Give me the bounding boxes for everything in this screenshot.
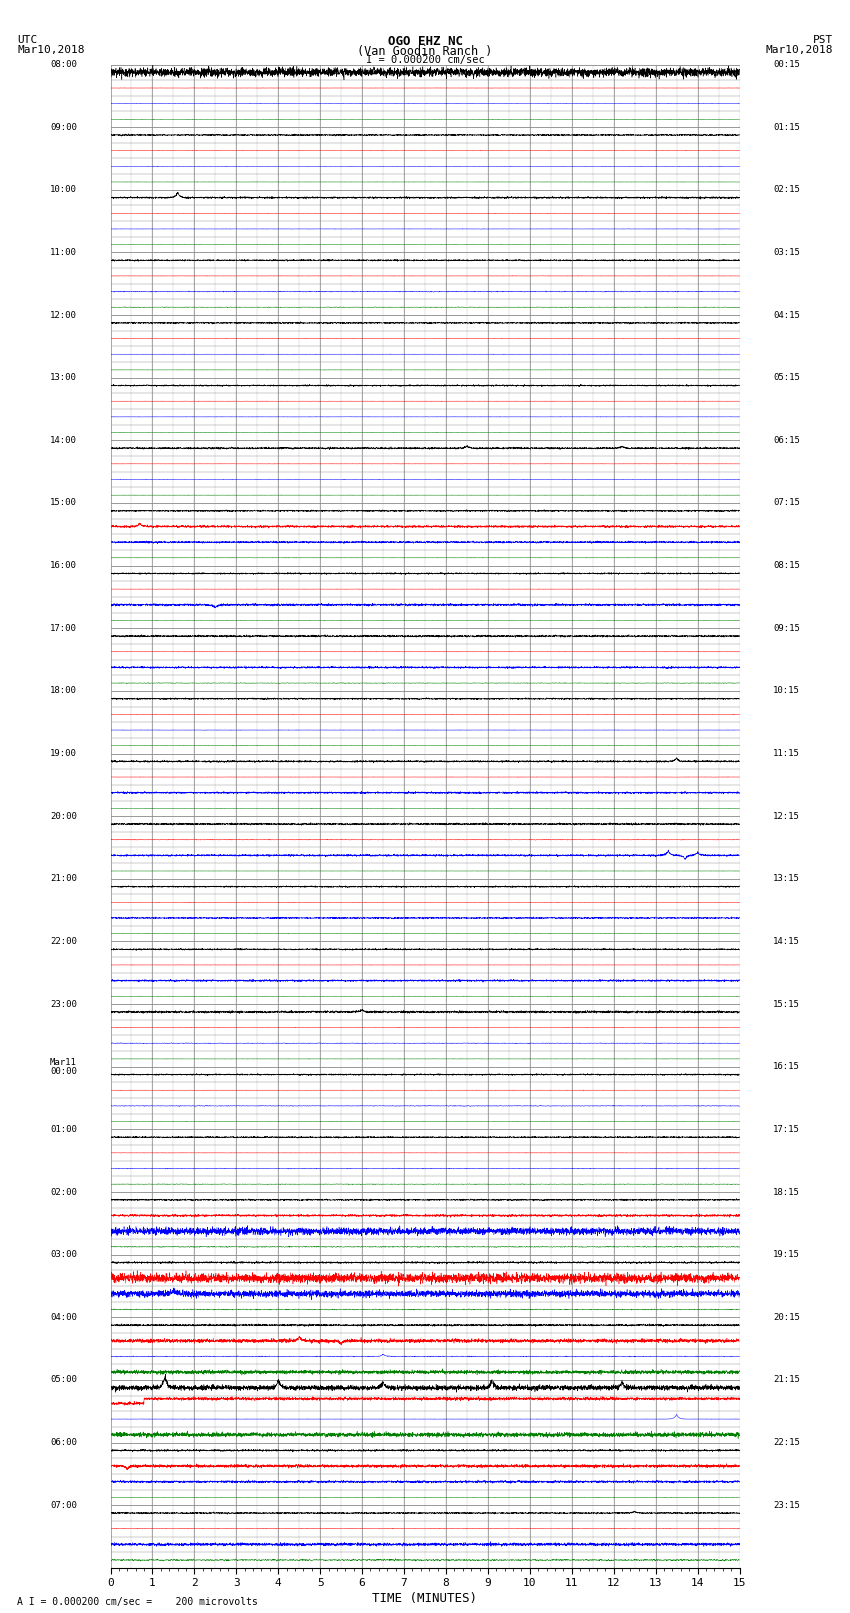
- Text: 17:15: 17:15: [773, 1124, 800, 1134]
- Text: 14:00: 14:00: [50, 436, 77, 445]
- Text: 04:15: 04:15: [773, 311, 800, 319]
- Text: 02:15: 02:15: [773, 185, 800, 194]
- Text: 03:00: 03:00: [50, 1250, 77, 1260]
- Text: (Van Goodin Ranch ): (Van Goodin Ranch ): [357, 45, 493, 58]
- Text: 11:15: 11:15: [773, 748, 800, 758]
- Text: 14:15: 14:15: [773, 937, 800, 945]
- Text: 18:00: 18:00: [50, 687, 77, 695]
- Text: 06:15: 06:15: [773, 436, 800, 445]
- Text: 05:00: 05:00: [50, 1376, 77, 1384]
- Text: UTC: UTC: [17, 35, 37, 45]
- Text: 04:00: 04:00: [50, 1313, 77, 1321]
- Text: 10:15: 10:15: [773, 687, 800, 695]
- Text: I = 0.000200 cm/sec: I = 0.000200 cm/sec: [366, 55, 484, 65]
- Text: 22:00: 22:00: [50, 937, 77, 945]
- Text: 23:15: 23:15: [773, 1500, 800, 1510]
- Text: 00:00: 00:00: [50, 1066, 77, 1076]
- Text: 13:00: 13:00: [50, 373, 77, 382]
- Text: 12:15: 12:15: [773, 811, 800, 821]
- Text: 19:15: 19:15: [773, 1250, 800, 1260]
- Text: 21:00: 21:00: [50, 874, 77, 884]
- Text: 16:15: 16:15: [773, 1063, 800, 1071]
- Text: 07:00: 07:00: [50, 1500, 77, 1510]
- Text: 13:15: 13:15: [773, 874, 800, 884]
- Text: 08:15: 08:15: [773, 561, 800, 569]
- Text: 15:00: 15:00: [50, 498, 77, 508]
- Text: Mar11: Mar11: [50, 1058, 77, 1066]
- Text: 18:15: 18:15: [773, 1187, 800, 1197]
- Text: 01:15: 01:15: [773, 123, 800, 132]
- Text: 06:00: 06:00: [50, 1439, 77, 1447]
- Text: 23:00: 23:00: [50, 1000, 77, 1008]
- Text: 20:15: 20:15: [773, 1313, 800, 1321]
- Text: 12:00: 12:00: [50, 311, 77, 319]
- Text: 15:15: 15:15: [773, 1000, 800, 1008]
- Text: 03:15: 03:15: [773, 248, 800, 256]
- Text: 09:15: 09:15: [773, 624, 800, 632]
- Text: 21:15: 21:15: [773, 1376, 800, 1384]
- Text: 22:15: 22:15: [773, 1439, 800, 1447]
- Text: 09:00: 09:00: [50, 123, 77, 132]
- Text: 02:00: 02:00: [50, 1187, 77, 1197]
- Text: 17:00: 17:00: [50, 624, 77, 632]
- Text: 05:15: 05:15: [773, 373, 800, 382]
- Text: 08:00: 08:00: [50, 60, 77, 69]
- Text: OGO EHZ NC: OGO EHZ NC: [388, 35, 462, 48]
- Text: 01:00: 01:00: [50, 1124, 77, 1134]
- Text: 00:15: 00:15: [773, 60, 800, 69]
- Text: 10:00: 10:00: [50, 185, 77, 194]
- Text: 20:00: 20:00: [50, 811, 77, 821]
- Text: 11:00: 11:00: [50, 248, 77, 256]
- Text: A I = 0.000200 cm/sec =    200 microvolts: A I = 0.000200 cm/sec = 200 microvolts: [17, 1597, 258, 1607]
- Text: 16:00: 16:00: [50, 561, 77, 569]
- Text: Mar10,2018: Mar10,2018: [766, 45, 833, 55]
- Text: 19:00: 19:00: [50, 748, 77, 758]
- Text: PST: PST: [813, 35, 833, 45]
- Text: 07:15: 07:15: [773, 498, 800, 508]
- X-axis label: TIME (MINUTES): TIME (MINUTES): [372, 1592, 478, 1605]
- Text: Mar10,2018: Mar10,2018: [17, 45, 84, 55]
